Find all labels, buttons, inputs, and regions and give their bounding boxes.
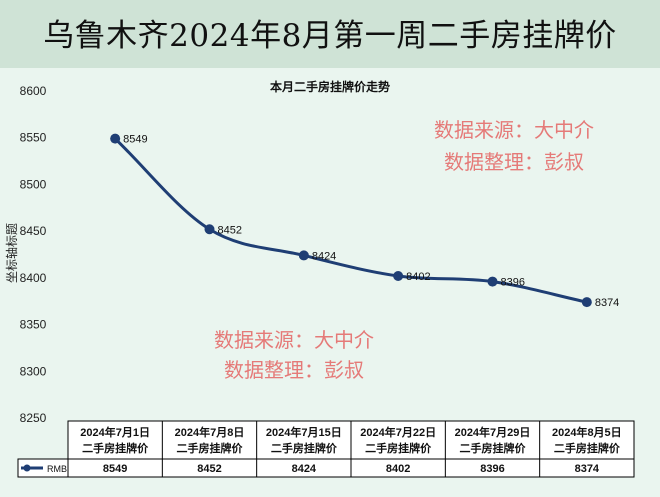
banner: 乌鲁木齐2024年8月第一周二手房挂牌价 bbox=[0, 0, 660, 68]
y-tick-label: 8300 bbox=[20, 364, 47, 378]
banner-title: 乌鲁木齐2024年8月第一周二手房挂牌价 bbox=[43, 18, 617, 54]
category-label: 二手房挂牌价 bbox=[554, 441, 621, 455]
y-axis-title: 坐标轴标题 bbox=[4, 223, 19, 283]
data-point bbox=[110, 133, 121, 144]
watermark-editor: 数据整理：彭叔 bbox=[224, 358, 364, 382]
category-label: 2024年8月5日 bbox=[552, 425, 622, 439]
data-point bbox=[204, 224, 215, 235]
y-tick-label: 8450 bbox=[20, 224, 47, 238]
category-label: 二手房挂牌价 bbox=[271, 441, 338, 455]
data-point bbox=[581, 297, 592, 308]
table-value: 8549 bbox=[103, 463, 127, 475]
watermark-editor: 数据整理：彭叔 bbox=[444, 150, 584, 174]
table-value: 8402 bbox=[386, 463, 410, 475]
data-point bbox=[393, 270, 404, 281]
y-tick-label: 8550 bbox=[20, 131, 47, 145]
series-rmb: 8549 8452 8424 8402 8396 8374 bbox=[110, 133, 619, 309]
y-tick-label: 8600 bbox=[20, 84, 47, 98]
data-label: 8424 bbox=[312, 250, 336, 262]
category-label: 2024年7月15日 bbox=[266, 425, 342, 439]
category-label: 2024年7月1日 bbox=[80, 425, 150, 439]
data-label: 8402 bbox=[406, 271, 430, 283]
category-label: 二手房挂牌价 bbox=[82, 441, 149, 455]
category-label: 二手房挂牌价 bbox=[365, 441, 432, 455]
data-point bbox=[298, 250, 309, 261]
data-label: 8374 bbox=[595, 297, 619, 309]
y-tick-label: 8350 bbox=[20, 318, 47, 332]
data-label: 8549 bbox=[123, 134, 147, 146]
legend-label: RMB bbox=[47, 464, 67, 474]
chart-title: 本月二手房挂牌价走势 bbox=[269, 80, 390, 94]
watermark-source: 数据来源：大中介 bbox=[434, 118, 594, 142]
y-tick-label: 8250 bbox=[20, 411, 47, 425]
data-label: 8452 bbox=[218, 224, 242, 236]
category-label: 二手房挂牌价 bbox=[460, 441, 527, 455]
y-tick-label: 8500 bbox=[20, 177, 47, 191]
data-table: 2024年7月1日二手房挂牌价85492024年7月8日二手房挂牌价845220… bbox=[17, 420, 635, 478]
category-label: 2024年7月29日 bbox=[455, 425, 531, 439]
table-value: 8374 bbox=[575, 463, 600, 475]
category-label: 2024年7月8日 bbox=[175, 425, 245, 439]
data-label: 8396 bbox=[501, 277, 525, 289]
category-label: 2024年7月22日 bbox=[360, 425, 436, 439]
y-tick-label: 8400 bbox=[20, 271, 47, 285]
category-label: 二手房挂牌价 bbox=[177, 441, 244, 455]
table-value: 8396 bbox=[480, 463, 504, 475]
table-value: 8424 bbox=[292, 463, 317, 475]
y-axis: 8600 8550 8500 8450 8400 8350 8300 8250 bbox=[20, 84, 47, 425]
legend-marker bbox=[23, 464, 31, 472]
data-point bbox=[487, 276, 498, 287]
watermark-source: 数据来源：大中介 bbox=[214, 328, 374, 352]
table-value: 8452 bbox=[197, 463, 221, 475]
